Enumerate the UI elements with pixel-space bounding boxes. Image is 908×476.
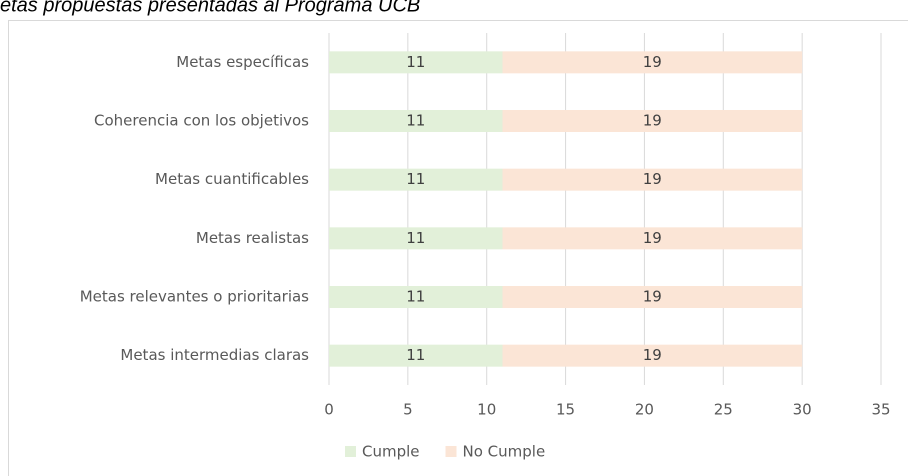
chart-title: etas propuestas presentadas al Programa … [0,0,420,16]
y-tick-label: Metas relevantes o prioritarias [80,288,309,306]
data-label: 19 [643,346,662,364]
data-label: 19 [643,170,662,188]
bar [329,227,503,250]
bar [502,286,803,308]
legend-swatch [345,446,356,457]
data-label: 11 [406,229,425,247]
y-tick-label: Metas cuantificables [155,170,309,188]
x-tick-label: 0 [324,401,334,419]
data-label: 19 [643,53,662,71]
bar [329,168,503,191]
bar [329,344,503,367]
x-tick-label: 35 [871,401,890,419]
x-tick-label: 25 [714,401,733,419]
bar [502,110,803,132]
y-tick-label: Coherencia con los objetivos [94,112,309,130]
data-label: 11 [406,170,425,188]
data-label: 11 [406,112,425,130]
y-tick-label: Metas específicas [176,53,309,71]
bar [329,286,503,308]
bar [502,227,803,250]
x-tick-label: 5 [403,401,413,419]
bar [502,344,803,367]
y-tick-label: Metas realistas [196,229,309,247]
y-tick-label: Metas intermedias claras [120,346,309,364]
data-label: 19 [643,112,662,130]
bar [329,51,503,74]
bar [502,51,803,74]
legend-label: No Cumple [463,443,546,461]
data-label: 11 [406,288,425,306]
x-tick-label: 15 [556,401,575,419]
legend-swatch [445,446,457,457]
bar [329,110,503,132]
x-tick-label: 20 [635,401,654,419]
x-tick-label: 30 [793,401,812,419]
data-label: 11 [406,346,425,364]
data-label: 11 [406,53,425,71]
legend-label: Cumple [362,443,420,461]
bar [502,168,803,191]
x-tick-label: 10 [477,401,496,419]
data-label: 19 [643,229,662,247]
data-label: 19 [643,288,662,306]
